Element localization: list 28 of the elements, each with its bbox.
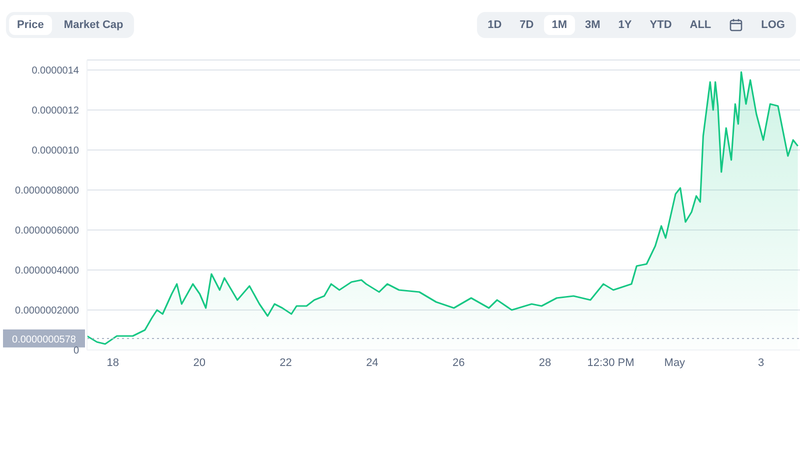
y-tick-label: 0: [73, 346, 80, 357]
y-tick-label: 0.0000010: [32, 146, 80, 157]
text: 1M: [544, 15, 576, 35]
text: 1Y: [617, 18, 633, 33]
text: YTD: [648, 18, 673, 33]
y-tick-label: 0.0000012: [32, 106, 80, 117]
y-tick-label: 0.0000004000: [15, 266, 80, 277]
y-tick-label: 0.0000008000: [15, 186, 80, 197]
x-tick-label: 24: [366, 356, 378, 369]
x-tick-label: 20: [193, 356, 206, 369]
text: ALL: [688, 18, 712, 33]
ref-line-label: 0.0000000578: [12, 334, 76, 346]
x-tick-label: 18: [106, 356, 120, 369]
x-tick-label: 12:30 PM: [587, 356, 634, 369]
x-tick-label: 26: [452, 356, 465, 369]
text: LOG: [760, 18, 786, 33]
x-tick-label: 3: [758, 356, 764, 369]
text: 1D: [486, 18, 503, 33]
text: 7D: [518, 18, 535, 33]
text: Market Cap: [62, 18, 124, 33]
y-tick-label: 0.0000006000: [15, 226, 80, 237]
x-tick-label: May: [664, 356, 686, 369]
y-tick-label: 0.0000002000: [15, 306, 80, 317]
text: 3M: [584, 18, 602, 33]
text: Price: [9, 15, 52, 35]
y-tick-label: 0.0000014: [32, 66, 80, 77]
x-tick-label: 28: [538, 356, 552, 369]
x-tick-label: 22: [280, 356, 292, 369]
